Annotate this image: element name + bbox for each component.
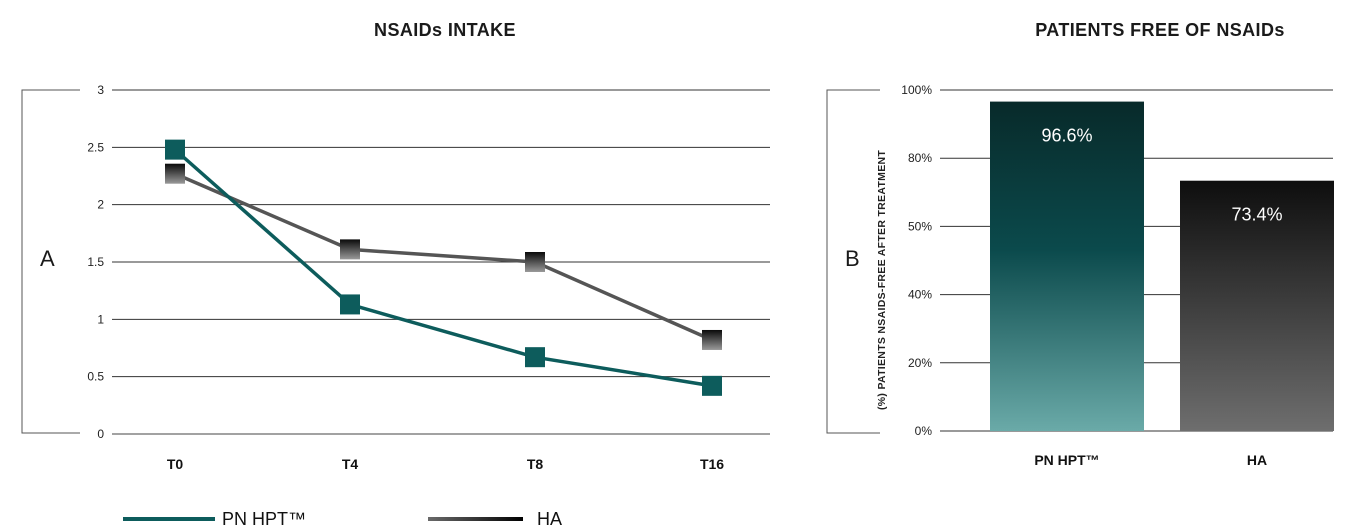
chart-b-ylabel: (%) PATIENTS NSAIDS-FREE AFTER TREATMENT [876, 150, 888, 410]
chart-a-x-tick: T16 [700, 456, 724, 472]
chart-a-y-tick: 3 [97, 83, 104, 97]
chart-a-title: NSAIDs INTAKE [374, 20, 516, 40]
chart-a-x-tick: T0 [167, 456, 184, 472]
legend-label-ha: HA [537, 509, 562, 526]
chart-a-point-ha [340, 239, 360, 260]
chart-b-bar-pn-hpt [990, 101, 1144, 432]
chart-a-point-pn-hpt [165, 139, 185, 160]
legend-label-pn-hpt: PN HPT™ [222, 509, 306, 526]
chart-b-x-tick: HA [1247, 452, 1267, 468]
chart-b-y-tick: 0% [915, 424, 933, 438]
chart-b-bar-ha [1180, 180, 1334, 431]
chart-b-y-tick: 50% [908, 219, 932, 233]
chart-a-grid: 0 0.5 1 1.5 2 2.5 3 T0 T4 T8 T16 [87, 83, 770, 472]
panel-b-letter: B [845, 246, 860, 271]
chart-a-x-tick: T4 [342, 456, 359, 472]
chart-a-point-ha [165, 163, 185, 184]
chart-a-point-ha [702, 329, 722, 350]
chart-a-series-line-pn-hpt [173, 148, 713, 388]
chart-a-y-tick: 0.5 [87, 370, 104, 384]
chart-b-bar-value-label: 96.6% [1041, 126, 1092, 146]
chart-b-bar-value-label: 73.4% [1231, 205, 1282, 225]
chart-b-y-tick: 100% [901, 83, 932, 97]
legend-swatch-ha [428, 517, 523, 521]
chart-b-bars: 96.6% PN HPT™ 73.4% HA [990, 101, 1334, 468]
chart-a-series-line-ha [174, 172, 713, 342]
chart-a-y-tick: 1.5 [87, 255, 104, 269]
chart-a-y-tick: 1 [97, 312, 104, 326]
chart-a-point-pn-hpt [702, 375, 722, 396]
panel-a-letter: A [40, 246, 55, 271]
chart-a-y-tick: 2 [97, 198, 104, 212]
panel-b-bracket [826, 89, 880, 434]
chart-a-point-pn-hpt [525, 347, 545, 368]
chart-b-y-tick: 20% [908, 356, 932, 370]
chart-a-y-tick: 2.5 [87, 140, 104, 154]
chart-b-y-tick: 80% [908, 151, 932, 165]
chart-b-x-tick: PN HPT™ [1034, 452, 1099, 468]
chart-a-x-tick: T8 [527, 456, 544, 472]
chart-a-lines [165, 139, 722, 396]
panel-a-bracket [21, 89, 80, 434]
chart-a-point-pn-hpt [340, 294, 360, 315]
chart-a-y-tick: 0 [97, 427, 104, 441]
chart-a-point-ha [525, 252, 545, 272]
chart-b-title: PATIENTS FREE OF NSAIDs [1035, 20, 1285, 40]
legend: PN HPT™ HA [123, 509, 562, 526]
chart-b-y-tick: 40% [908, 288, 932, 302]
